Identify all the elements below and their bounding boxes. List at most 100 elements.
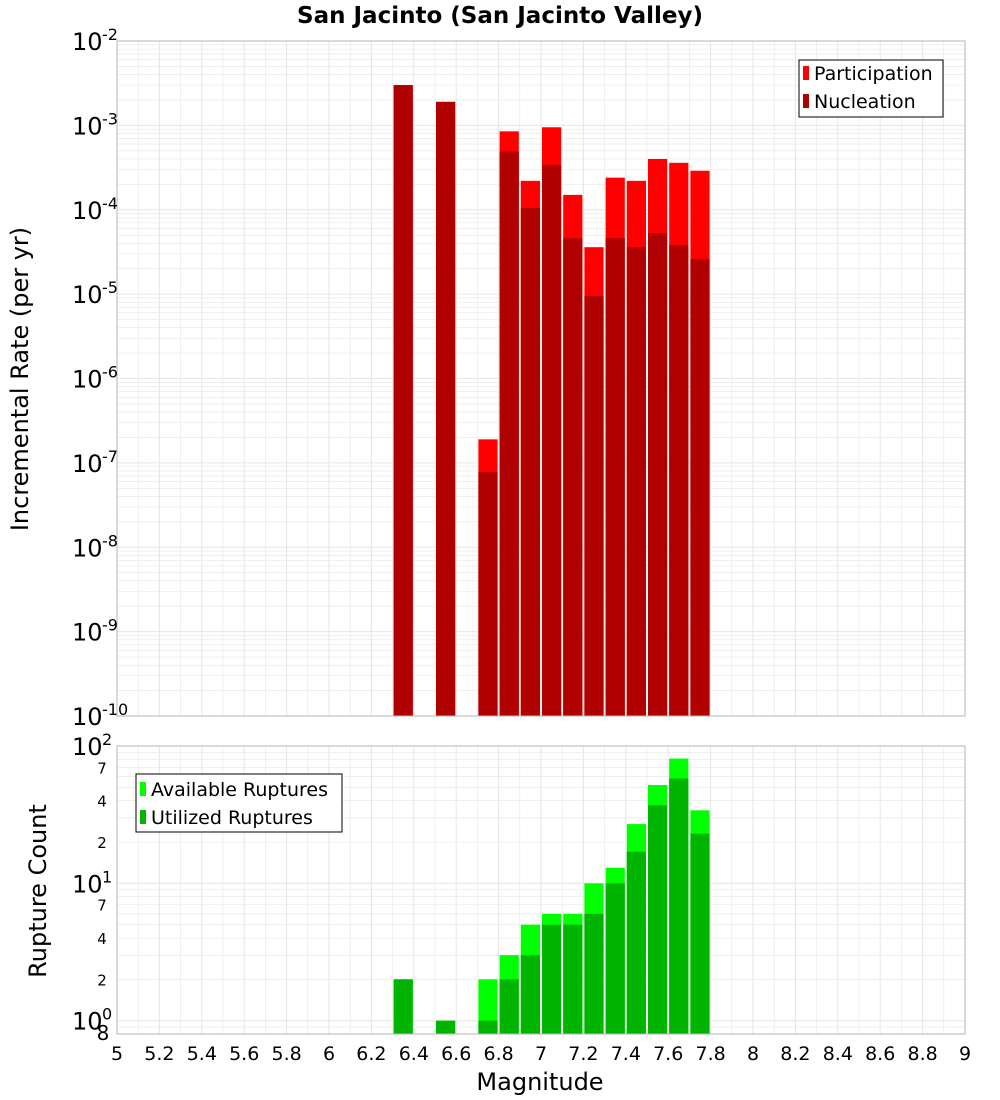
bar-nucleation bbox=[542, 164, 562, 716]
y-tick-label: 10 bbox=[72, 281, 103, 309]
x-tick-label: 7.6 bbox=[653, 1043, 683, 1065]
y-minor-tick-label: 7 bbox=[97, 759, 107, 777]
x-tick-label: 8.6 bbox=[865, 1043, 895, 1065]
bar-nucleation bbox=[499, 151, 519, 716]
y-tick-label-exponent: -2 bbox=[102, 25, 118, 44]
x-tick-label: 7 bbox=[535, 1043, 547, 1065]
y-minor-tick-label: 4 bbox=[97, 793, 107, 811]
x-tick-label: 5 bbox=[111, 1043, 123, 1065]
bar-utilized-ruptures bbox=[669, 778, 689, 1034]
x-tick-label: 6.4 bbox=[399, 1043, 429, 1065]
chart-title: San Jacinto (San Jacinto Valley) bbox=[297, 3, 703, 29]
y-tick-label: 10 bbox=[72, 28, 103, 56]
x-tick-label: 5.2 bbox=[144, 1043, 174, 1065]
legend-swatch bbox=[140, 810, 146, 824]
x-tick-label: 6.8 bbox=[483, 1043, 513, 1065]
rate-legend: Participation Nucleation bbox=[798, 59, 944, 118]
x-tick-label: 7.4 bbox=[611, 1043, 641, 1065]
rate-y-axis-label: Incremental Rate (per yr) bbox=[6, 227, 34, 531]
count-legend: Available Ruptures Utilized Ruptures bbox=[135, 773, 343, 833]
bar-nucleation bbox=[626, 247, 646, 716]
bar-nucleation bbox=[669, 245, 689, 717]
y-tick-label: 10 bbox=[72, 733, 103, 761]
bar-utilized-ruptures bbox=[520, 955, 540, 1034]
legend-box bbox=[798, 59, 944, 118]
x-tick-label: 5.8 bbox=[271, 1043, 301, 1065]
count-plot-frame bbox=[116, 745, 966, 1035]
y-tick-label-exponent: 0 bbox=[102, 1005, 112, 1024]
x-tick-label: 8.2 bbox=[780, 1043, 810, 1065]
bar-nucleation bbox=[648, 233, 668, 716]
bar-utilized-ruptures bbox=[393, 979, 413, 1034]
y-minor-tick-label: 8 bbox=[97, 1021, 110, 1045]
y-tick-label: 10 bbox=[72, 870, 103, 898]
y-minor-tick-label: 7 bbox=[97, 897, 107, 915]
x-tick-label: 5.6 bbox=[229, 1043, 259, 1065]
bar-utilized-ruptures bbox=[584, 913, 604, 1034]
x-axis-label: Magnitude bbox=[476, 1068, 603, 1096]
legend-swatch bbox=[803, 66, 809, 80]
bar-nucleation bbox=[563, 238, 583, 716]
y-tick-label: 10 bbox=[72, 450, 103, 478]
bar-utilized-ruptures bbox=[563, 924, 583, 1034]
y-tick-label: 10 bbox=[72, 197, 103, 225]
bar-utilized-ruptures bbox=[648, 805, 668, 1034]
y-tick-label: 10 bbox=[72, 366, 103, 394]
count-y-axis-label: Rupture Count bbox=[24, 804, 52, 978]
y-minor-tick-label: 2 bbox=[97, 834, 107, 852]
bar-nucleation bbox=[520, 207, 540, 716]
x-tick-label: 7.8 bbox=[695, 1043, 725, 1065]
y-tick-label-exponent: -8 bbox=[102, 531, 118, 550]
x-tick-labels: 5 5.2 5.4 5.6 5.8 6 6.2 6.4 6.6 6.8 7 7.2 7.4 7.6 7.8 8… bbox=[111, 1043, 971, 1065]
y-tick-label-exponent: -5 bbox=[102, 278, 118, 297]
y-minor-tick-label: 4 bbox=[97, 930, 107, 948]
rate-bars bbox=[393, 85, 710, 717]
bar-nucleation bbox=[690, 259, 710, 716]
y-tick-label-exponent: -7 bbox=[102, 447, 118, 466]
legend-label: Available Ruptures bbox=[151, 779, 328, 801]
legend-box bbox=[135, 773, 343, 833]
y-minor-tick-label: 2 bbox=[97, 971, 107, 989]
count-bars bbox=[393, 758, 710, 1034]
bar-nucleation bbox=[584, 296, 604, 716]
x-tick-label: 8.8 bbox=[907, 1043, 937, 1065]
y-tick-label: 10 bbox=[72, 534, 103, 562]
rate-panel: 10-210-310-410-510-610-710-810-910-10 In… bbox=[6, 25, 966, 731]
y-tick-label-exponent: -4 bbox=[102, 194, 118, 213]
bar-nucleation bbox=[436, 101, 456, 716]
legend-label: Participation bbox=[814, 63, 933, 85]
bar-utilized-ruptures bbox=[605, 883, 625, 1034]
y-tick-label: 10 bbox=[72, 619, 103, 647]
bar-utilized-ruptures bbox=[436, 1020, 456, 1034]
y-tick-label-exponent: -9 bbox=[102, 616, 118, 635]
rate-y-tick-labels: 10-210-310-410-510-610-710-810-910-10 bbox=[72, 25, 128, 731]
x-tick-label: 6.2 bbox=[356, 1043, 386, 1065]
bar-utilized-ruptures bbox=[478, 1020, 498, 1034]
y-tick-label: 10 bbox=[72, 1008, 103, 1036]
bar-nucleation bbox=[605, 238, 625, 716]
bar-utilized-ruptures bbox=[542, 924, 562, 1034]
y-tick-label-exponent: 2 bbox=[102, 730, 112, 749]
x-tick-label: 8 bbox=[747, 1043, 759, 1065]
x-tick-label: 7.2 bbox=[568, 1043, 598, 1065]
y-tick-label-exponent: -6 bbox=[102, 363, 118, 382]
x-tick-label: 6.6 bbox=[441, 1043, 471, 1065]
rate-grid bbox=[116, 40, 966, 717]
y-tick-label-exponent: -10 bbox=[102, 700, 128, 719]
bar-utilized-ruptures bbox=[499, 979, 519, 1034]
legend-label: Utilized Ruptures bbox=[151, 807, 313, 829]
bar-utilized-ruptures bbox=[626, 851, 646, 1034]
y-tick-label: 10 bbox=[72, 703, 103, 731]
bar-utilized-ruptures bbox=[690, 833, 710, 1034]
y-tick-label-exponent: -3 bbox=[102, 109, 118, 128]
x-tick-label: 5.4 bbox=[187, 1043, 217, 1065]
legend-swatch bbox=[140, 782, 146, 796]
bar-available-ruptures bbox=[478, 979, 498, 1034]
x-tick-label: 8.4 bbox=[823, 1043, 853, 1065]
legend-label: Nucleation bbox=[814, 91, 916, 113]
bar-nucleation bbox=[393, 85, 413, 716]
y-tick-label-exponent: 1 bbox=[102, 867, 112, 886]
x-tick-label: 9 bbox=[959, 1043, 971, 1065]
